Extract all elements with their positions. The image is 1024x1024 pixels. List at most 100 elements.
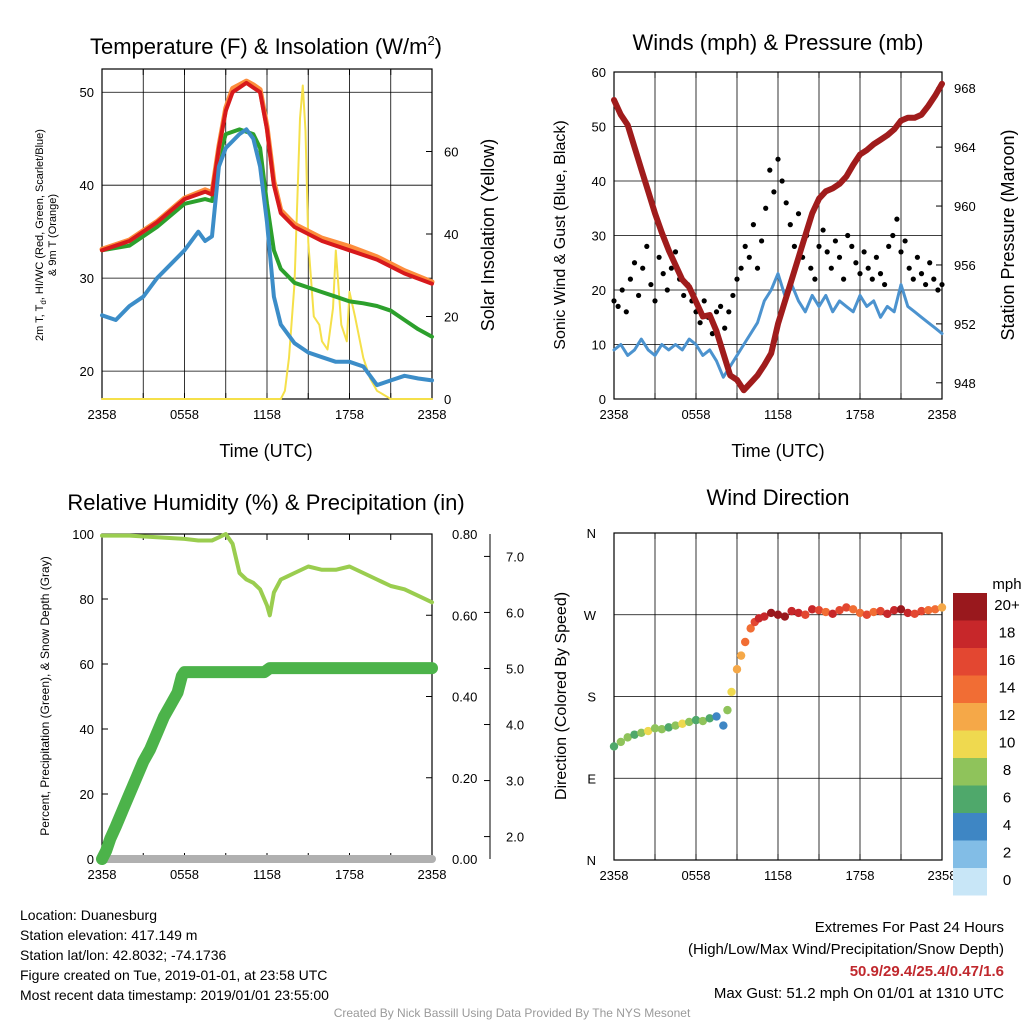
wdir-point [698, 716, 708, 726]
gust-point [795, 211, 802, 217]
snow-y3-tick-label: 3.0 [506, 774, 524, 789]
gust-point [882, 281, 888, 288]
wdir-point [637, 728, 646, 738]
gust-point [853, 260, 859, 266]
wdir-point [684, 717, 694, 727]
wdir-y-tick-label: W [584, 608, 597, 623]
rh-y2-tick-label: 0.60 [452, 608, 477, 623]
wdir-point [835, 606, 844, 615]
wind-y-tick-label: 60 [592, 65, 606, 80]
latlon-text: Station lat/lon: 42.8032; -74.1736 [20, 947, 227, 963]
gust-point [779, 178, 785, 184]
temp-x-tick-label: 2358 [88, 407, 117, 422]
wdir-point [650, 724, 660, 733]
rh-x-tick-label: 2358 [418, 867, 447, 882]
gust-point [754, 265, 761, 271]
credit-text: Created By Nick Bassill Using Data Provi… [333, 1006, 691, 1020]
gust-point [631, 260, 638, 266]
gust-point [775, 156, 781, 162]
recent-text: Most recent data timestamp: 2019/01/01 2… [20, 987, 329, 1003]
wind-y-tick-label: 10 [592, 338, 606, 353]
legend-label: 10 [999, 735, 1016, 752]
gust-point [652, 298, 658, 304]
gust-point [660, 271, 666, 277]
gust-point [824, 249, 830, 255]
wind-y2-tick-label: 956 [954, 258, 976, 273]
rh-y-tick-label: 20 [80, 787, 94, 802]
wdir-point [862, 610, 872, 619]
wdir-point [746, 624, 755, 633]
gust-point [640, 265, 646, 271]
gust-point [742, 243, 748, 249]
snow-y3-tick-label: 4.0 [506, 718, 524, 733]
gust-point [910, 276, 916, 282]
gust-point [738, 265, 744, 271]
wdir-point [736, 651, 746, 660]
extremes-title: Extremes For Past 24 Hours [814, 919, 1004, 936]
location-text: Location: Duanesburg [20, 907, 157, 923]
wdir-point [780, 612, 790, 621]
gust-point [873, 254, 880, 260]
rh-y2-tick-label: 0.80 [452, 527, 477, 542]
temp-ylabel: 2m T, Td, HI/WC (Red, Green, Scarlet/Blu… [34, 129, 59, 341]
gust-point [668, 265, 675, 271]
temp-2m-line [100, 80, 434, 286]
wdir-point [766, 608, 776, 618]
gust-point [914, 254, 921, 260]
gust-point [877, 271, 884, 277]
legend-label: 6 [1003, 790, 1011, 807]
wdir-x-tick-label: 1158 [764, 868, 792, 883]
extremes-labels: (High/Low/Max Wind/Precipitation/Snow De… [688, 941, 1004, 958]
gust-point [713, 309, 720, 315]
gust-point [611, 298, 617, 304]
extremes-values: 50.9/29.4/25.4/0.47/1.6 [849, 963, 1004, 980]
wind-y-tick-label: 20 [592, 283, 606, 298]
wdir-x-tick-label: 0558 [682, 868, 711, 883]
legend-label: 8 [1003, 762, 1011, 779]
gust-point [623, 309, 629, 315]
wdir-point [869, 607, 878, 617]
temp-x-tick-label: 0558 [170, 407, 199, 422]
temp-xlabel: Time (UTC) [219, 441, 312, 461]
gust-point [644, 243, 650, 249]
snow-y3-tick-label: 6.0 [506, 605, 524, 620]
wdir-point [930, 605, 940, 614]
gust-point [664, 287, 670, 293]
legend-label: 18 [999, 625, 1016, 642]
gust-point [886, 243, 892, 249]
legend-title: mph [992, 576, 1021, 593]
temp-y2-tick-label: 0 [444, 392, 451, 407]
gust-point [697, 320, 703, 326]
rh-y2-tick-label: 0.40 [452, 690, 477, 705]
wdir-x-tick-label: 2358 [928, 868, 957, 883]
gust-point [832, 238, 839, 244]
wdir-point [741, 637, 750, 647]
wind-y2label: Station Pressure (Maroon) [998, 129, 1018, 340]
gust-point [836, 254, 843, 260]
gust-point [849, 243, 855, 249]
wind-y-tick-label: 50 [592, 120, 606, 135]
gust-point [861, 249, 867, 255]
rh-y-tick-label: 40 [80, 722, 94, 737]
gust-point [931, 276, 937, 282]
gust-point [812, 276, 818, 282]
gust-point [828, 265, 834, 271]
rh-y2-tick-label: 0.00 [452, 852, 477, 867]
wdir-point [705, 714, 714, 723]
wdir-point [794, 608, 803, 618]
wdir-point [801, 610, 810, 619]
gust-point [845, 232, 851, 239]
wind-y2-tick-label: 968 [954, 81, 976, 96]
gust-point [890, 232, 896, 239]
legend-swatch [953, 675, 987, 703]
wdir-point [609, 742, 619, 751]
wdir-point [917, 606, 926, 616]
wdir-point [616, 737, 626, 747]
gust-point [841, 276, 847, 282]
gust-point [808, 265, 814, 271]
temp-title: Temperature (F) & Insolation (W/m2) [90, 33, 442, 59]
gust-point [939, 281, 945, 288]
wdir-point [842, 603, 851, 612]
gust-point [783, 200, 789, 206]
